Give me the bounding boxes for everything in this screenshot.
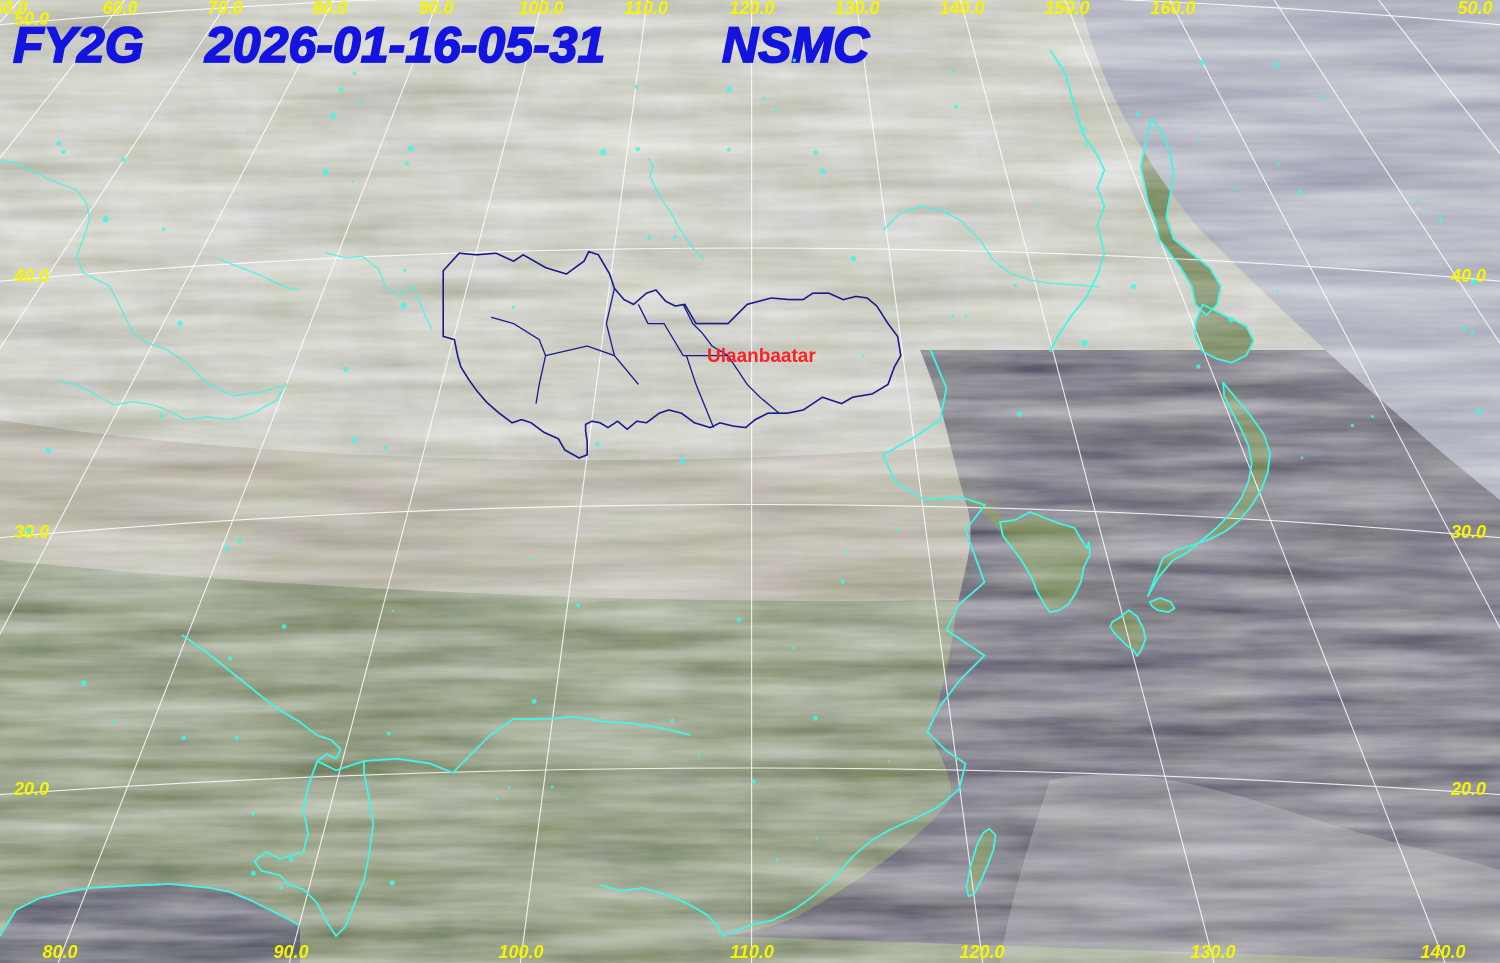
svg-text:40.0: 40.0 — [13, 266, 49, 286]
svg-text:40.0: 40.0 — [1450, 266, 1486, 286]
svg-text:FY2G: FY2G — [13, 17, 144, 73]
svg-text:80.0: 80.0 — [42, 942, 77, 962]
svg-text:50.0: 50.0 — [1457, 0, 1492, 18]
svg-text:110.0: 110.0 — [624, 0, 668, 18]
svg-text:130.0: 130.0 — [1190, 942, 1235, 962]
svg-text:90.0: 90.0 — [418, 0, 453, 18]
svg-text:30.0: 30.0 — [14, 522, 49, 542]
svg-text:150.0: 150.0 — [1044, 0, 1089, 18]
svg-text:100.0: 100.0 — [498, 942, 543, 962]
svg-text:90.0: 90.0 — [273, 942, 308, 962]
svg-text:110.0: 110.0 — [730, 942, 774, 962]
svg-text:120.0: 120.0 — [729, 0, 774, 18]
svg-text:30.0: 30.0 — [1451, 522, 1486, 542]
svg-text:20.0: 20.0 — [1450, 779, 1486, 799]
svg-text:140.0: 140.0 — [939, 0, 984, 18]
svg-text:120.0: 120.0 — [959, 942, 1004, 962]
svg-text:NSMC: NSMC — [722, 17, 870, 73]
svg-text:20.0: 20.0 — [13, 779, 49, 799]
svg-text:130.0: 130.0 — [834, 0, 879, 18]
svg-text:Ulaanbaatar: Ulaanbaatar — [707, 346, 816, 367]
svg-text:140.0: 140.0 — [1420, 942, 1465, 962]
svg-text:70.0: 70.0 — [207, 0, 242, 18]
svg-text:2026-01-16-05-31: 2026-01-16-05-31 — [204, 17, 605, 73]
svg-text:160.0: 160.0 — [1150, 0, 1195, 18]
svg-text:60.0: 60.0 — [102, 0, 137, 18]
svg-text:80.0: 80.0 — [312, 0, 347, 18]
svg-text:100.0: 100.0 — [518, 0, 563, 18]
